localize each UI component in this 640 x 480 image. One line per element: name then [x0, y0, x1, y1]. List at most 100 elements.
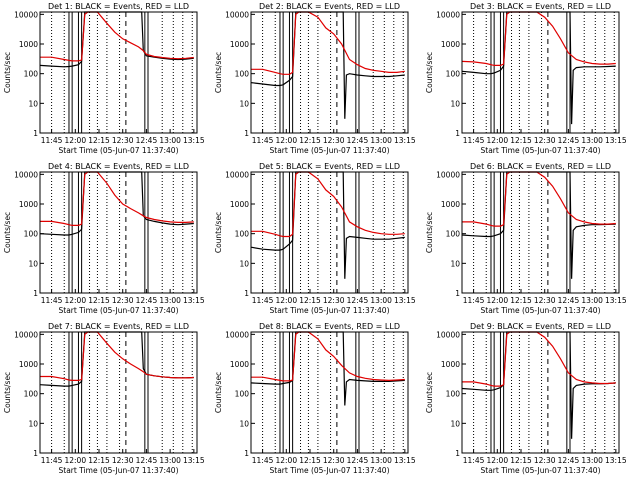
x-tick-label: 12:00 [275, 456, 297, 465]
y-tick-label: 1000 [441, 200, 460, 209]
y-tick-label: 10 [239, 419, 249, 428]
lld-series-line [251, 171, 405, 238]
y-tick-label: 1000 [230, 40, 249, 49]
y-tick-label: 10000 [436, 330, 460, 339]
plot-frame [39, 331, 198, 454]
x-tick-label: 12:45 [558, 136, 580, 145]
x-tick-label: 12:00 [64, 456, 86, 465]
x-tick-label: 13:00 [159, 136, 181, 145]
x-tick-label: 12:15 [510, 136, 532, 145]
y-tick-label: 100 [235, 390, 250, 399]
y-tick-label: 10 [450, 99, 460, 108]
y-tick-label: 100 [446, 230, 461, 239]
events-series-line [461, 11, 616, 125]
x-axis-label: Start Time (05-Jun-07 11:37:40) [59, 146, 179, 155]
events-series-line [39, 171, 194, 236]
x-tick-label: 12:15 [299, 136, 321, 145]
lld-series-line [40, 11, 194, 62]
x-tick-label: 12:45 [558, 456, 580, 465]
x-axis-label: Start Time (05-Jun-07 11:37:40) [481, 466, 601, 475]
x-tick-label: 12:00 [275, 296, 297, 305]
x-tick-label: 11:45 [252, 136, 274, 145]
y-tick-label: 100 [24, 70, 39, 79]
x-tick-label: 13:00 [370, 136, 392, 145]
x-tick-label: 12:00 [64, 136, 86, 145]
x-tick-label: 12:15 [510, 456, 532, 465]
x-tick-label: 13:00 [159, 296, 181, 305]
y-tick-label: 100 [24, 390, 39, 399]
x-tick-label: 12:30 [323, 136, 345, 145]
y-tick-label: 10000 [14, 170, 38, 179]
x-axis-label: Start Time (05-Jun-07 11:37:40) [270, 466, 390, 475]
panel-title: Det 9: BLACK = Events, RED = LLD [470, 322, 611, 331]
y-tick-label: 1 [455, 289, 460, 298]
x-tick-label: 13:15 [394, 456, 416, 465]
x-tick-label: 12:45 [347, 296, 369, 305]
y-tick-label: 1000 [230, 360, 249, 369]
x-tick-label: 13:00 [581, 136, 603, 145]
lld-series-line [251, 331, 405, 382]
events-series-line [461, 171, 616, 279]
detector-panel-8: 11:45 12:00 12:15 12:30 12:45 13:00 13:15 1 10 10… [214, 322, 416, 475]
x-tick-label: 12:30 [112, 296, 134, 305]
x-tick-label: 12:15 [299, 296, 321, 305]
detector-panel-6: 11:45 12:00 12:15 12:30 12:45 13:00 13:15 1 10 10… [425, 162, 627, 315]
y-tick-label: 1 [455, 129, 460, 138]
plot-frame [461, 331, 620, 454]
x-tick-label: 11:45 [41, 136, 63, 145]
x-tick-label: 12:45 [558, 296, 580, 305]
y-axis-label: Counts/sec [3, 212, 12, 253]
x-tick-label: 13:00 [581, 456, 603, 465]
x-tick-label: 12:15 [88, 136, 110, 145]
y-tick-label: 1 [244, 129, 249, 138]
plot-frame [461, 171, 620, 294]
y-tick-label: 10000 [14, 10, 38, 19]
lld-series-line [462, 331, 616, 387]
y-tick-label: 100 [446, 70, 461, 79]
x-axis-label: Start Time (05-Jun-07 11:37:40) [59, 466, 179, 475]
plot-frame [250, 11, 409, 134]
x-tick-label: 13:15 [605, 456, 627, 465]
x-tick-label: 13:15 [183, 296, 205, 305]
y-axis-label: Counts/sec [425, 52, 434, 93]
x-tick-label: 13:15 [394, 136, 416, 145]
y-tick-label: 10000 [225, 10, 249, 19]
panel-title: Det 7: BLACK = Events, RED = LLD [48, 322, 189, 331]
plot-frame [250, 331, 409, 454]
x-tick-label: 11:45 [41, 296, 63, 305]
y-tick-label: 10000 [14, 330, 38, 339]
y-tick-label: 1 [33, 129, 38, 138]
plot-frame [461, 11, 620, 134]
detector-panel-5: 11:45 12:00 12:15 12:30 12:45 13:00 13:15 1 10 10… [214, 162, 416, 315]
events-series-line [461, 331, 616, 439]
panel-title: Det 8: BLACK = Events, RED = LLD [259, 322, 400, 331]
x-axis-label: Start Time (05-Jun-07 11:37:40) [481, 306, 601, 315]
lld-series-line [461, 11, 616, 67]
y-tick-label: 10 [450, 419, 460, 428]
x-tick-label: 13:00 [159, 456, 181, 465]
y-axis-label: Counts/sec [214, 212, 223, 253]
lld-series-line [40, 171, 194, 226]
x-tick-label: 12:00 [275, 136, 297, 145]
x-tick-label: 12:45 [136, 456, 158, 465]
x-tick-label: 12:30 [323, 296, 345, 305]
panel-title: Det 5: BLACK = Events, RED = LLD [259, 162, 400, 171]
x-tick-label: 12:15 [510, 296, 532, 305]
y-tick-label: 10000 [225, 330, 249, 339]
x-tick-label: 13:15 [394, 296, 416, 305]
x-tick-label: 11:45 [41, 456, 63, 465]
events-series-line [250, 171, 405, 279]
x-tick-label: 12:15 [88, 296, 110, 305]
x-tick-label: 13:00 [370, 296, 392, 305]
panel-title: Det 6: BLACK = Events, RED = LLD [470, 162, 611, 171]
x-tick-label: 12:45 [347, 136, 369, 145]
detector-panel-7: 11:45 12:00 12:15 12:30 12:45 13:00 13:15 1 10 10… [3, 322, 205, 475]
y-tick-label: 1000 [19, 360, 38, 369]
x-tick-label: 12:45 [136, 136, 158, 145]
x-tick-label: 13:15 [605, 296, 627, 305]
x-axis-label: Start Time (05-Jun-07 11:37:40) [270, 306, 390, 315]
y-tick-label: 1000 [19, 200, 38, 209]
x-tick-label: 13:00 [581, 296, 603, 305]
y-tick-label: 100 [446, 390, 461, 399]
